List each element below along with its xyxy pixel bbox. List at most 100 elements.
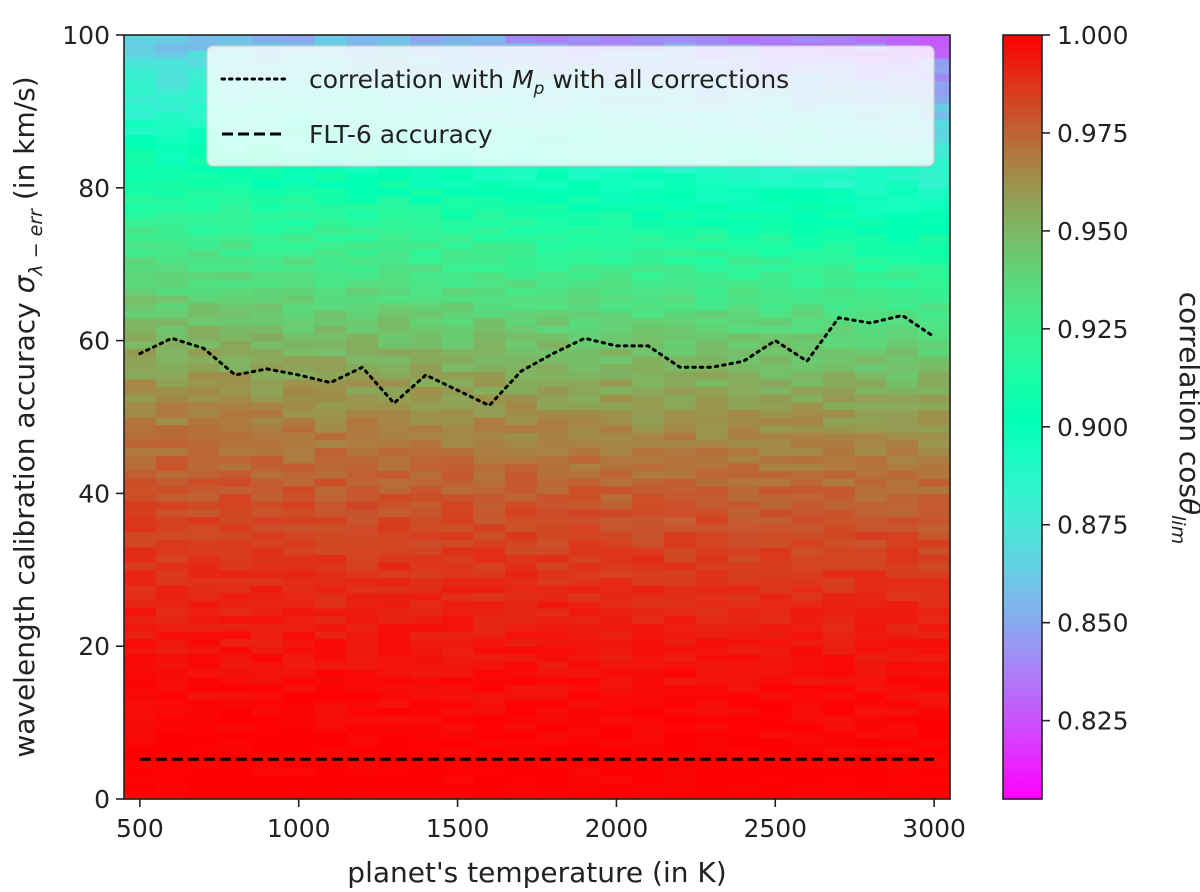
heatmap-cell [822,699,856,708]
heatmap-cell [505,180,538,189]
heatmap-cell [759,692,792,701]
heatmap-cell [632,386,665,395]
heatmap-cell [600,233,633,242]
heatmap-cell [378,577,411,586]
heatmap-cell [695,478,729,487]
heatmap-cell [854,363,888,372]
heatmap-cell [251,241,284,250]
heatmap-cell [854,585,888,594]
heatmap-cell [886,569,919,579]
heatmap-cell [600,776,633,785]
heatmap-cell [822,271,856,281]
heatmap-cell [282,554,316,563]
heatmap-cell [727,653,760,663]
heatmap-cell [346,302,379,311]
heatmap-cell [664,470,697,479]
heatmap-cell [346,424,379,433]
heatmap-cell [886,417,919,426]
heatmap-cell [791,615,824,624]
heatmap-cell [441,271,475,281]
heatmap-cell [854,730,888,739]
heatmap-cell [568,699,602,708]
heatmap-cell [124,669,157,678]
heatmap-cell [155,730,189,739]
heatmap-cell [314,180,347,189]
heatmap-cell [632,539,665,548]
heatmap-cell [251,348,284,357]
heatmap-cell [600,470,633,479]
heatmap-cell [664,256,697,265]
heatmap-cell [187,111,220,120]
heatmap-cell [695,35,729,44]
x-tick-label: 1500 [426,814,490,843]
heatmap-cell [251,386,284,395]
colorbar-tick-label: 0.875 [1057,511,1129,540]
heatmap-cell [537,585,570,594]
heatmap-cell [378,485,411,494]
heatmap-cell [759,737,792,747]
heatmap-cell [537,271,570,281]
heatmap-cell [759,653,792,663]
heatmap-cell [378,692,411,701]
heatmap-cell [441,615,475,624]
heatmap-cell [918,462,951,472]
heatmap-cell [378,760,411,770]
heatmap-cell [822,325,856,334]
heatmap-cell [314,791,347,800]
heatmap-cell [314,577,347,586]
heatmap-cell [695,508,729,517]
heatmap-cell [822,279,856,288]
heatmap-cell [632,447,665,456]
heatmap-cell [537,776,570,785]
heatmap-cell [441,539,475,548]
heatmap-cell [155,195,189,204]
heatmap-cell [187,432,220,441]
heatmap-cell [251,501,284,510]
heatmap-cell [664,745,697,754]
heatmap-cell [378,310,411,319]
heatmap-cell [155,355,189,365]
y-axis-title-subscript: λ − err [25,208,47,277]
heatmap-cell [759,325,792,334]
heatmap-cell [632,653,665,663]
heatmap-cell [314,615,347,624]
heatmap-cell [473,753,506,762]
heatmap-cell [759,661,792,670]
heatmap-cell [219,317,252,326]
heatmap-cell [854,164,888,174]
heatmap-cell [568,485,602,494]
heatmap-cell [759,302,792,311]
heatmap-cell [314,424,347,433]
heatmap-cell [251,623,284,632]
heatmap-cell [695,462,729,472]
heatmap-cell [695,554,729,563]
heatmap-cell [124,126,157,135]
heatmap-cell [568,332,602,342]
heatmap-cell [822,707,856,716]
heatmap-cell [378,447,411,456]
heatmap-cell [664,340,697,349]
heatmap-cell [155,141,189,151]
heatmap-cell [314,363,347,372]
heatmap-cell [600,164,633,174]
heatmap-cell [695,516,729,525]
heatmap-cell [727,745,760,754]
heatmap-cell [918,562,951,571]
heatmap-cell [695,195,729,204]
heatmap-cell [568,508,602,517]
heatmap-cell [155,157,189,166]
heatmap-cell [695,722,729,731]
heatmap-cell [124,325,157,334]
heatmap-cell [664,608,697,617]
heatmap-cell [346,355,379,365]
heatmap-cell [187,417,220,426]
heatmap-cell [632,722,665,731]
heatmap-cell [537,539,570,548]
heatmap-cell [632,707,665,716]
heatmap-cell [124,562,157,571]
heatmap-cell [282,577,316,586]
heatmap-cell [473,623,506,632]
heatmap-cell [346,546,379,556]
heatmap-cell [822,439,856,449]
heatmap-cell [759,287,792,296]
